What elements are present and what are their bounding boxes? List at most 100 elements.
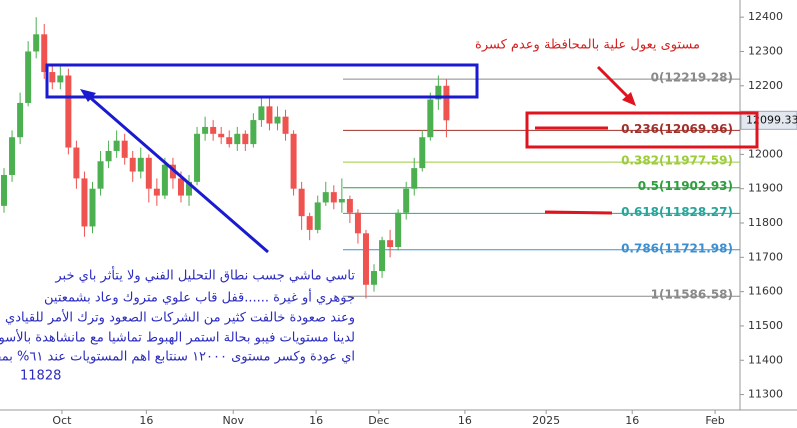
x-tick-label: 2025 xyxy=(532,414,560,427)
y-tick-label: 11700 xyxy=(748,250,783,263)
candle-body xyxy=(379,240,386,272)
candle-body xyxy=(371,271,378,285)
plot: 11300 11400 11500 11600 11700 11800 11900 12000… xyxy=(1,10,797,427)
candle-body xyxy=(362,233,369,285)
candle-body xyxy=(250,120,257,145)
candle-body xyxy=(346,198,353,213)
fib-label: 0.786(11721.98) xyxy=(621,241,733,255)
zone-box xyxy=(45,63,479,99)
x-tick-label: Oct xyxy=(52,414,72,427)
candle-body xyxy=(17,102,24,138)
red-arrow xyxy=(596,65,632,101)
fib-label: 0.382(11977.59) xyxy=(621,154,733,168)
candle-body xyxy=(218,133,225,138)
y-tick-label: 11500 xyxy=(748,319,783,332)
y-tick-label: 12300 xyxy=(748,44,783,57)
annotation-line: اي عودة وكسر مستوى ١٢٠٠٠ سنتابع اهم المس… xyxy=(0,350,355,365)
x-tick-label: Feb xyxy=(705,414,724,427)
candle-body xyxy=(314,202,321,230)
candle-body xyxy=(338,198,345,203)
x-tick-label: 16 xyxy=(458,414,472,427)
y-tick-label: 12200 xyxy=(748,79,783,92)
candle-body xyxy=(290,133,297,189)
fib-label: 0(12219.28) xyxy=(651,71,733,85)
candle-body xyxy=(282,116,289,134)
candle-body xyxy=(57,75,64,83)
candle-body xyxy=(387,240,394,248)
x-tick-label: 16 xyxy=(625,414,639,427)
red-box xyxy=(525,111,759,149)
x-tick-label: Dec xyxy=(368,414,389,427)
candle-body xyxy=(153,188,160,196)
candle-body xyxy=(65,75,72,148)
candle-body xyxy=(1,174,8,206)
candle-body xyxy=(49,72,56,83)
candle-body xyxy=(73,147,80,179)
candle-body xyxy=(419,137,426,169)
candle-body xyxy=(274,116,281,124)
fib-label: 0.618(11828.27) xyxy=(621,205,733,219)
candle-body xyxy=(242,133,249,145)
price-tag xyxy=(740,110,797,130)
candle-body xyxy=(234,133,241,145)
annotation: مستوى يعول علية بالمحافظة وعدم كسرة xyxy=(475,38,700,53)
candle-body xyxy=(411,168,418,189)
candle-body xyxy=(306,216,313,230)
candle-body xyxy=(105,150,112,162)
y-tick-label: 11400 xyxy=(748,353,783,366)
candle-body xyxy=(443,85,450,121)
candle-body xyxy=(226,137,233,145)
blue-arrow-head xyxy=(80,89,96,102)
candle-body xyxy=(210,126,217,134)
candle-body xyxy=(97,161,104,189)
candle-body xyxy=(403,188,410,213)
candle-body xyxy=(113,140,120,151)
candle-body xyxy=(258,106,265,121)
x-tick-label: 16 xyxy=(139,414,153,427)
candle-body xyxy=(322,192,329,203)
candle-body xyxy=(427,99,434,138)
candle-body xyxy=(81,178,88,227)
candle-body xyxy=(202,126,209,134)
annotation-line: جوهري أو غيرة ......قفل قاب علوي متروك و… xyxy=(44,289,355,306)
y-tick-label: 11300 xyxy=(748,388,783,401)
y-tick-label: 11900 xyxy=(748,182,783,195)
candle-body xyxy=(145,157,152,189)
blue-arrow xyxy=(85,92,269,254)
annotation-block: تاسي ماشي جسب نطاق التحليل الفني ولا يتأ… xyxy=(0,266,355,384)
candle-body xyxy=(395,212,402,248)
annotation-line: لدينا مستويات فيبو بحالة استمر الهبوط تم… xyxy=(0,329,355,346)
candle-body xyxy=(137,157,144,172)
candle-body xyxy=(330,192,337,203)
y-tick-label: 11800 xyxy=(748,216,783,229)
candle-body xyxy=(435,85,442,100)
price-tag-label: 12099.33 xyxy=(746,113,797,126)
candle-body xyxy=(169,164,176,179)
annotation-line: 11828 xyxy=(20,369,61,384)
candle-body xyxy=(25,51,32,103)
candle-body xyxy=(186,181,193,196)
candle-body xyxy=(161,164,168,196)
y-tick-label: 12400 xyxy=(748,10,783,23)
candle-body xyxy=(121,140,128,158)
candle-body xyxy=(89,188,96,227)
fib-label: 0.236(12069.96) xyxy=(621,122,733,136)
annotation-line: تاسي ماشي جسب نطاق التحليل الفني ولا يتأ… xyxy=(54,266,355,284)
x-tick-label: 16 xyxy=(309,414,323,427)
red-mark xyxy=(544,210,613,215)
candle-body xyxy=(194,133,201,182)
red-arrow-head xyxy=(622,92,636,106)
fib-label: 1(11586.58) xyxy=(651,288,733,302)
candle-body xyxy=(177,178,184,196)
annotation-line: وعند صعودة خالفت كثير من الشركات الصعود … xyxy=(5,309,355,326)
candle-body xyxy=(354,212,361,234)
y-tick-label: 11600 xyxy=(748,285,783,298)
candle-body xyxy=(33,34,40,52)
candle-body xyxy=(9,137,16,175)
fib-label: 0.5(11902.93) xyxy=(638,179,733,193)
candle-body xyxy=(266,106,273,124)
y-tick-label: 12000 xyxy=(748,147,783,160)
candle-body xyxy=(298,188,305,217)
x-tick-label: Nov xyxy=(223,414,245,427)
